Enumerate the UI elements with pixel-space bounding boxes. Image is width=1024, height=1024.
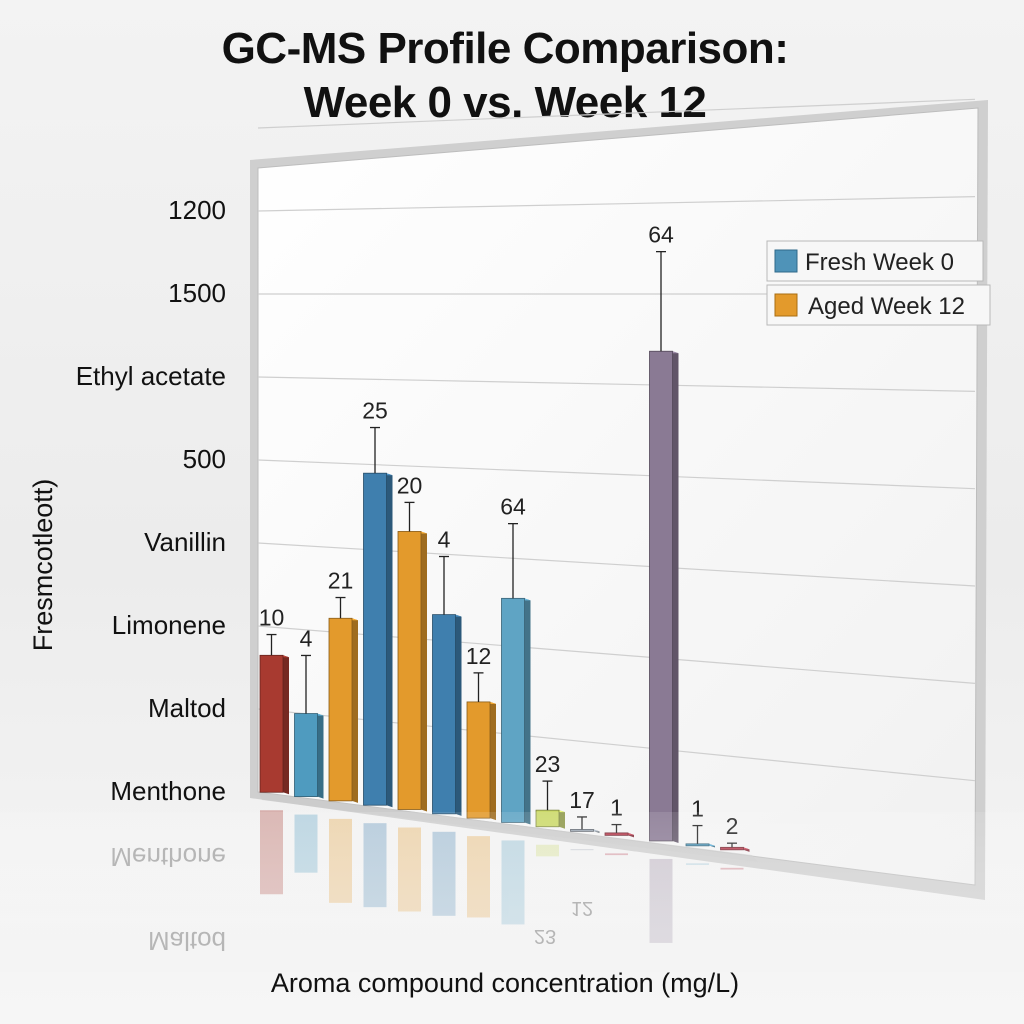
reflected-label-maltod: Maltod xyxy=(148,926,226,956)
gridline xyxy=(257,376,976,392)
bar: 10 xyxy=(259,605,289,795)
gridline xyxy=(257,196,976,212)
reflected-labels: Menthone Maltod 23 12 xyxy=(110,842,593,956)
bar-side xyxy=(524,598,531,825)
y-tick-labels: Menthone Maltod Limonene Vanillin 500 Ethyl a… xyxy=(76,195,226,806)
bar-front xyxy=(501,597,525,823)
bar-side xyxy=(672,351,679,843)
reflected-label-12: 12 xyxy=(571,897,593,919)
legend: Fresh Week 0 Aged Week 12 xyxy=(766,240,991,326)
reflected-label-23: 23 xyxy=(534,925,556,947)
bar: 25 xyxy=(362,398,393,808)
chart-title-line-1: GC-MS Profile Comparison: xyxy=(221,24,789,73)
y-tick-label: Menthone xyxy=(110,776,226,806)
bar-front xyxy=(432,614,456,815)
y-axis-label: Fresmcotleott) xyxy=(28,479,58,652)
legend-item-aged-week-12: Aged Week 12 xyxy=(766,284,991,326)
y-tick-label: Vanillin xyxy=(144,527,226,557)
legend-box-aged xyxy=(766,284,991,326)
chart-title-line-2: Week 0 vs. Week 12 xyxy=(303,78,707,127)
reflected-label-menthone: Menthone xyxy=(110,842,226,872)
bar: 64 xyxy=(500,494,531,825)
bar-side xyxy=(283,655,289,795)
y-tick-label: Ethyl acetate xyxy=(76,361,226,391)
bar-data-label: 25 xyxy=(362,398,388,424)
bar-front xyxy=(363,472,387,806)
bar-front xyxy=(328,617,353,802)
bar-front xyxy=(294,713,318,797)
legend-item-fresh-week-0: Fresh Week 0 xyxy=(766,240,984,282)
bar: 4 xyxy=(294,625,324,799)
bar-data-label: 23 xyxy=(535,751,561,777)
legend-swatch-aged xyxy=(774,293,798,317)
bar-data-label: 12 xyxy=(466,643,492,669)
y-tick-label: 1200 xyxy=(168,195,226,225)
x-axis-label: Aroma compound concentration (mg/L) xyxy=(270,968,740,998)
bar-data-label: 64 xyxy=(648,222,674,248)
bar-data-label: 20 xyxy=(397,472,423,498)
bar: 21 xyxy=(328,568,358,803)
gridline xyxy=(257,459,976,490)
bar-side xyxy=(455,614,462,816)
bar-data-label: 10 xyxy=(259,605,285,631)
bar-data-label: 17 xyxy=(569,787,595,813)
bar-side xyxy=(386,473,393,808)
y-tick-label: Limonene xyxy=(112,610,226,640)
bar-side xyxy=(421,531,427,812)
reflection-fade xyxy=(0,812,1024,972)
legend-swatch-fresh xyxy=(774,249,798,273)
bar-front xyxy=(649,350,673,842)
bar-data-label: 21 xyxy=(328,568,354,594)
bar-side xyxy=(352,618,358,803)
bar-data-label: 4 xyxy=(300,625,313,651)
bar: 4 xyxy=(432,527,462,816)
legend-label-fresh: Fresh Week 0 xyxy=(805,249,954,276)
gridline xyxy=(257,98,976,129)
bar: 12 xyxy=(466,643,496,821)
y-tick-label: 500 xyxy=(183,444,226,474)
bar: 20 xyxy=(397,472,427,812)
bar-data-label: 64 xyxy=(500,494,526,520)
bar-data-label: 4 xyxy=(438,527,451,553)
chart-title: GC-MS Profile Comparison: Week 0 vs. Wee… xyxy=(0,22,1010,130)
bar-side xyxy=(490,701,496,821)
bar-front xyxy=(397,531,422,810)
legend-label-aged: Aged Week 12 xyxy=(808,293,965,320)
y-tick-label: Maltod xyxy=(148,693,226,723)
bar-front xyxy=(259,654,284,793)
legend-box-fresh xyxy=(766,240,984,282)
y-tick-label: 1500 xyxy=(168,278,226,308)
bar-front xyxy=(466,701,491,819)
bar-side xyxy=(317,713,324,799)
